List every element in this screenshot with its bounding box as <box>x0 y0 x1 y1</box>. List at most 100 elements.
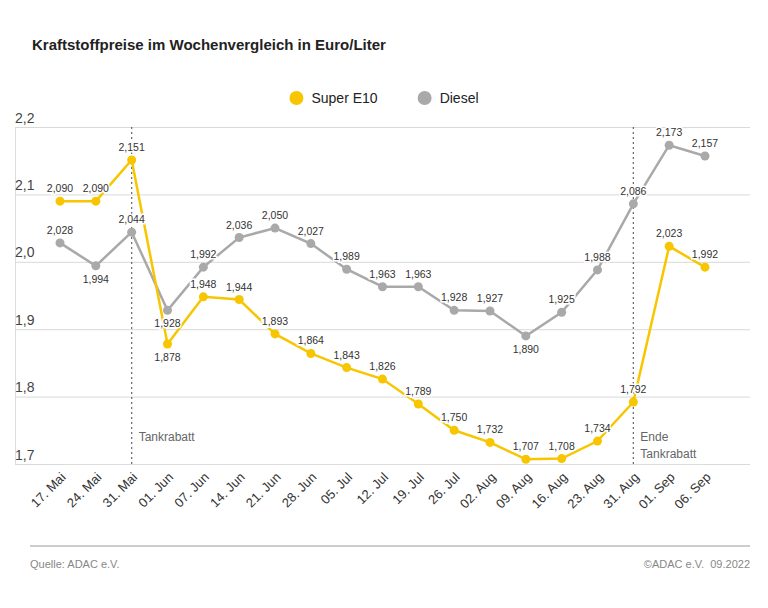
legend-marker <box>418 91 432 105</box>
x-tick-label: 09. Aug <box>493 470 535 512</box>
x-tick: 17. Mai <box>28 464 69 510</box>
data-label: 1,878 <box>154 351 180 363</box>
data-label: 1,826 <box>369 360 395 372</box>
grid-line <box>15 262 750 263</box>
x-tick: 21. Jun <box>243 464 284 510</box>
x-tick: 06. Sep <box>671 464 713 512</box>
data-label: 1,948 <box>190 278 216 290</box>
marker <box>521 331 530 340</box>
x-tick-label: 01. Sep <box>635 470 677 512</box>
x-tick-label: 16. Aug <box>528 470 570 512</box>
data-label: 2,086 <box>620 185 646 197</box>
x-tick-label: 07. Jun <box>171 470 212 511</box>
data-label: 1,927 <box>477 292 503 304</box>
y-tick-label: 1,9 <box>15 312 35 328</box>
marker <box>56 197 65 206</box>
series-line <box>60 145 705 336</box>
data-label: 1,893 <box>262 315 288 327</box>
footer-rule <box>30 545 750 547</box>
y-tick-label: 1,7 <box>15 447 35 463</box>
y-axis: 1,71,81,92,02,12,2 <box>15 110 750 465</box>
x-tick: 24. Mai <box>64 464 105 510</box>
data-label: 1,732 <box>477 423 503 435</box>
data-label: 1,843 <box>334 349 360 361</box>
x-tick: 31. Mai <box>100 464 141 510</box>
marker <box>414 400 423 409</box>
data-label: 1,792 <box>620 383 646 395</box>
x-axis: 17. Mai24. Mai31. Mai01. Jun07. Jun14. J… <box>28 464 714 512</box>
marker <box>629 397 638 406</box>
marker <box>593 265 602 274</box>
marker <box>127 156 136 165</box>
marker <box>91 261 100 270</box>
x-tick: 09. Aug <box>493 464 535 511</box>
data-label: 2,027 <box>298 225 324 237</box>
marker <box>629 199 638 208</box>
data-label: 2,157 <box>692 137 718 149</box>
data-label: 2,090 <box>47 182 73 194</box>
x-tick-label: 14. Jun <box>207 470 248 511</box>
grid-line <box>15 127 750 128</box>
data-label: 2,028 <box>47 224 73 236</box>
marker <box>378 375 387 384</box>
x-axis-line <box>61 464 706 465</box>
series <box>56 156 710 464</box>
x-tick: 01. Sep <box>635 464 677 512</box>
marker <box>665 141 674 150</box>
plot-area <box>56 141 710 464</box>
x-tick-label: 24. Mai <box>64 469 105 510</box>
marker <box>306 349 315 358</box>
x-tick: 05. Jul <box>318 464 356 507</box>
marker <box>557 454 566 463</box>
x-tick-label: 12. Jul <box>353 469 391 507</box>
x-tick-label: 17. Mai <box>28 469 69 510</box>
y-tick: 2,2 <box>15 110 750 128</box>
annotation-line <box>633 127 634 464</box>
marker <box>199 263 208 272</box>
marker <box>486 438 495 447</box>
data-label: 2,090 <box>83 182 109 194</box>
marker <box>127 228 136 237</box>
x-tick: 31. Aug <box>600 464 642 511</box>
data-label: 1,789 <box>405 385 431 397</box>
x-tick: 12. Jul <box>353 464 391 507</box>
x-tick-label: 28. Jun <box>279 470 320 511</box>
data-label: 1,992 <box>692 248 718 260</box>
y-tick: 1,9 <box>15 312 750 330</box>
marker <box>701 263 710 272</box>
series-line <box>60 160 705 459</box>
data-labels: 2,0902,0902,1511,8781,9481,9441,8931,864… <box>47 126 718 452</box>
data-label: 1,734 <box>584 422 610 434</box>
x-tick: 19. Jul <box>389 464 427 507</box>
data-label: 1,988 <box>584 251 610 263</box>
marker <box>378 282 387 291</box>
legend: Super E10Diesel <box>289 90 478 106</box>
data-label: 1,989 <box>334 250 360 262</box>
data-label: 2,044 <box>119 213 145 225</box>
data-label: 2,173 <box>656 126 682 138</box>
y-tick-label: 2,2 <box>15 110 35 126</box>
annotation-label: Tankrabatt <box>139 430 196 444</box>
grid-line <box>15 329 750 330</box>
x-tick-label: 21. Jun <box>243 470 284 511</box>
marker <box>163 340 172 349</box>
x-tick: 28. Jun <box>279 464 320 510</box>
data-label: 1,890 <box>513 343 539 355</box>
marker <box>199 292 208 301</box>
credit: ©ADAC e.V. 09.2022 <box>644 558 750 570</box>
y-tick: 1,7 <box>15 447 750 465</box>
data-label: 1,707 <box>513 440 539 452</box>
x-tick: 01. Jun <box>135 464 176 510</box>
y-tick-label: 2,1 <box>15 177 35 193</box>
data-label: 1,925 <box>549 293 575 305</box>
data-label: 1,992 <box>190 248 216 260</box>
x-tick-label: 01. Jun <box>135 470 176 511</box>
x-tick-label: 19. Jul <box>389 469 427 507</box>
x-tick: 14. Jun <box>207 464 248 510</box>
marker <box>235 295 244 304</box>
y-tick-label: 2,0 <box>15 244 35 260</box>
series <box>56 141 710 341</box>
chart: Kraftstoffpreise im Wochenvergleich in E… <box>0 0 768 608</box>
legend-label: Diesel <box>440 90 479 106</box>
x-tick: 16. Aug <box>528 464 570 511</box>
